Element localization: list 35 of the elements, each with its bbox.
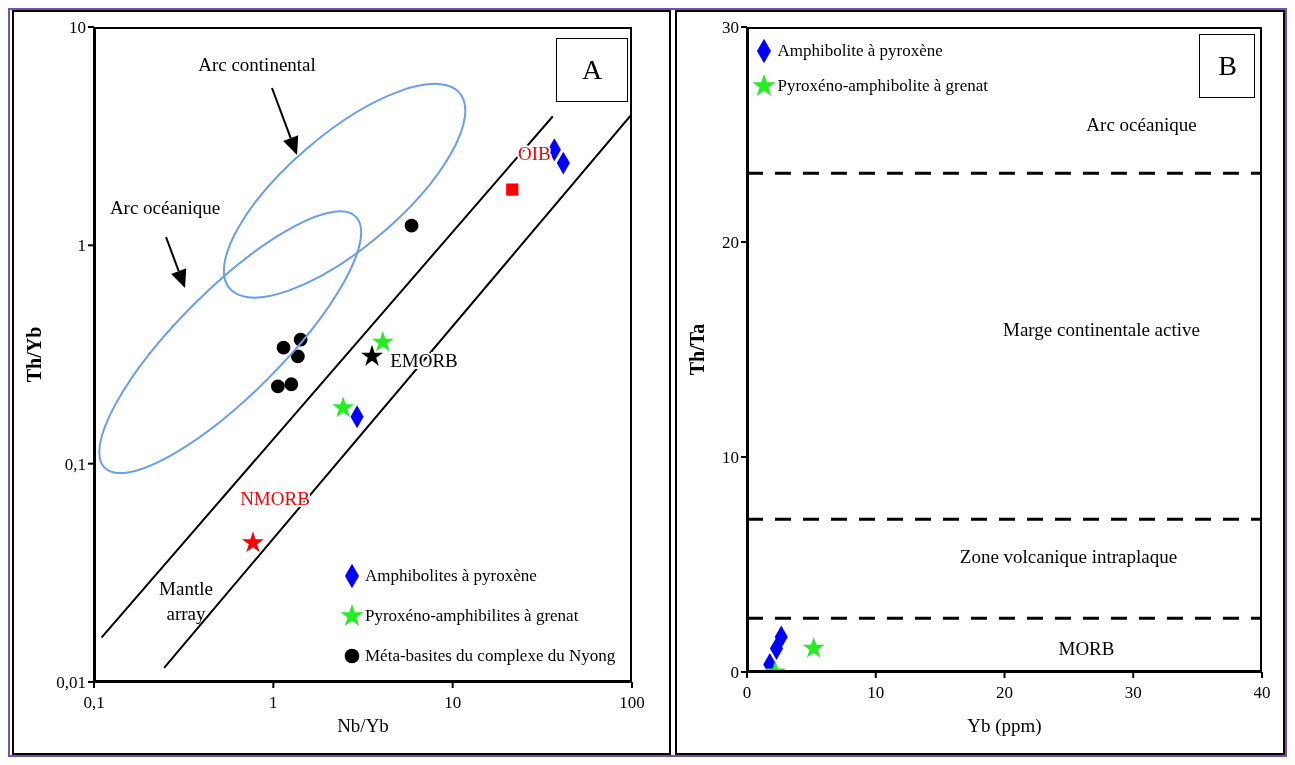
y-tick-label: 10 (69, 18, 86, 38)
y-tick-label: 10 (722, 448, 740, 468)
annotation: A (556, 38, 628, 102)
legend-label: Pyroxéno-amphibilites à grenat (365, 606, 579, 626)
x-tick-label: 30 (1125, 683, 1143, 703)
annotation: Arc continental (198, 52, 316, 77)
y-axis-title: Th/Ta (686, 323, 709, 376)
x-tick-label: 40 (1253, 683, 1271, 703)
annotation: OIB (517, 142, 551, 164)
x-tick-label: 100 (619, 693, 645, 713)
y-tick-label: 20 (722, 233, 740, 253)
legend-label: Méta-basites du complexe du Nyong (365, 646, 616, 666)
legend-label: Pyroxéno-amphibolite à grenat (777, 75, 989, 96)
legend-label: Amphibolites à pyroxène (365, 566, 537, 586)
legend-label: Amphibolite à pyroxène (777, 40, 943, 61)
annotation: B (1199, 34, 1256, 98)
y-tick-label: 0,1 (64, 454, 86, 474)
x-tick-label: 10 (867, 683, 885, 703)
annotation: Mantle array (158, 577, 214, 626)
x-tick-label: 0,1 (83, 693, 105, 713)
annotation: Arc océanique (1086, 112, 1197, 137)
y-tick-label: 0 (730, 663, 740, 683)
x-axis-title: Nb/Yb (337, 715, 389, 736)
annotation: Marge continentale active (1003, 317, 1200, 342)
x-tick-label: 1 (269, 693, 278, 713)
y-tick-label: 0,01 (56, 673, 86, 693)
x-tick-label: 10 (444, 693, 462, 713)
x-axis-title: Yb (ppm) (967, 715, 1043, 737)
y-axis-title: Th/Yb (23, 326, 46, 383)
y-tick-label: 1 (77, 236, 86, 256)
annotation: MORB (1058, 636, 1115, 661)
annotation: Arc océanique (109, 195, 221, 220)
y-tick-label: 30 (722, 18, 740, 38)
x-tick-label: 20 (996, 683, 1014, 703)
annotation: Zone volcanique intraplaque (959, 544, 1178, 569)
